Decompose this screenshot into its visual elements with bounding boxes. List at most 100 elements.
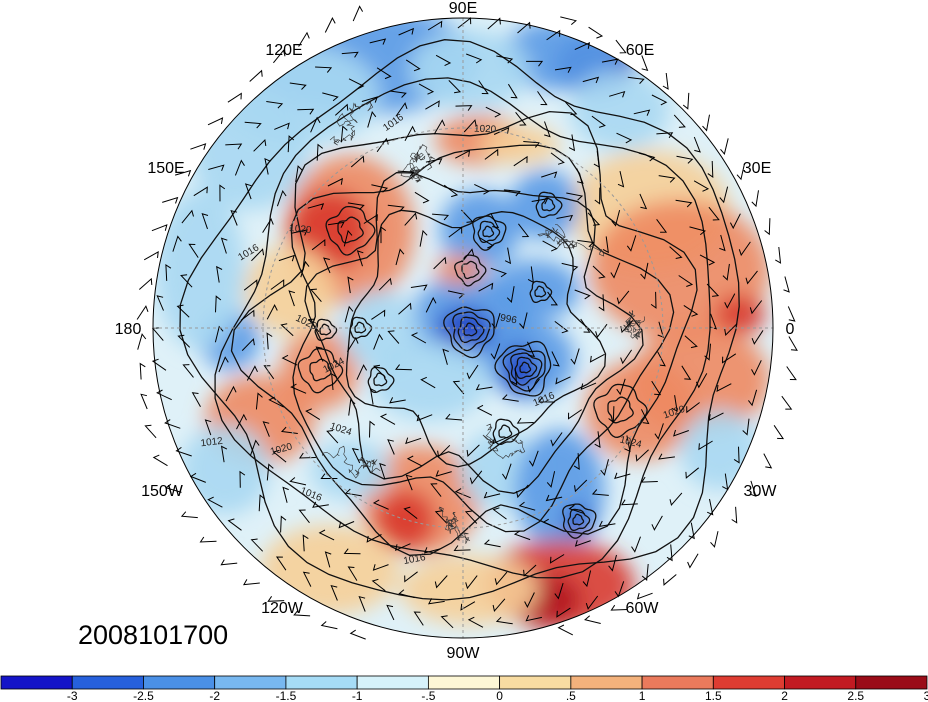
wind-barb [389, 90, 407, 98]
wind-barb [620, 349, 633, 365]
wind-barb [348, 398, 356, 416]
wind-barb [379, 462, 386, 480]
wind-barb [324, 551, 332, 568]
wind-barb [526, 60, 544, 67]
wind-barb [387, 439, 395, 455]
wind-barb [445, 413, 463, 421]
latitude-circle [262, 127, 664, 529]
wind-barb [208, 164, 225, 171]
isobar-high [337, 216, 364, 244]
wind-barb [476, 404, 493, 416]
wind-barb [531, 198, 549, 205]
wind-barb [495, 616, 513, 625]
wind-barb [662, 72, 669, 90]
wind-barb [227, 518, 242, 531]
wind-barb [492, 507, 507, 520]
wind-barb [591, 489, 609, 496]
wind-barb [516, 484, 529, 499]
wind-barb [669, 246, 683, 259]
wind-barb [379, 413, 396, 425]
wind-barb [551, 351, 560, 367]
wind-barb [751, 190, 759, 208]
wind-barb [516, 417, 534, 424]
wind-barb [483, 539, 501, 548]
wind-barb [404, 571, 418, 583]
coastline [482, 423, 526, 460]
wind-barb [710, 531, 719, 548]
wind-barb [546, 29, 561, 41]
wind-barb [405, 437, 422, 445]
wind-barb [291, 229, 308, 236]
wind-barb [174, 169, 192, 177]
wind-barb [358, 595, 366, 612]
wind-barb [435, 54, 452, 67]
wind-barb [745, 270, 758, 285]
wind-barb [138, 277, 153, 290]
wind-barb [485, 106, 502, 118]
wind-barb [611, 209, 621, 227]
wind-barb [492, 436, 509, 445]
wind-barb [369, 38, 387, 45]
wind-barb [244, 121, 262, 129]
wind-barb [315, 346, 324, 362]
wind-barb [751, 330, 764, 345]
wind-barb [165, 263, 172, 281]
wind-barb [343, 548, 361, 555]
wind-barb [425, 158, 443, 165]
wind-barb [568, 134, 576, 152]
wind-barb [602, 236, 609, 254]
wind-barb [673, 429, 689, 437]
wind-barb [331, 373, 338, 391]
wind-barb [258, 494, 266, 512]
wind-barb [312, 501, 329, 508]
lon-label-90e: 90E [449, 0, 477, 17]
colorbar-bin [0, 675, 73, 690]
wind-barb [425, 296, 437, 313]
colorbar-bin [499, 675, 572, 690]
wind-barb [550, 152, 565, 165]
wind-barb [608, 554, 617, 572]
colorbar-bin [214, 675, 287, 690]
wind-barb [640, 409, 650, 425]
isobar-high [461, 260, 480, 280]
wind-barb [316, 143, 324, 161]
wind-barb [305, 408, 321, 421]
anomaly-region [180, 425, 270, 515]
colorbar-tick-label: 1.5 [705, 689, 722, 702]
wind-barb [616, 290, 630, 305]
wind-barb [139, 362, 146, 380]
wind-barb [423, 547, 441, 554]
isobar-high [454, 254, 487, 287]
isobar-low [477, 220, 501, 244]
wind-barb [658, 175, 676, 183]
wind-barb [469, 470, 483, 485]
isobar-low [319, 323, 332, 336]
wind-barb [699, 254, 716, 266]
wind-barb [587, 212, 601, 226]
wind-barb [704, 343, 711, 361]
wind-barb [267, 596, 285, 602]
wind-barb [568, 504, 585, 515]
wind-barb [585, 595, 599, 610]
wind-barb [302, 571, 312, 587]
wind-barb [151, 224, 168, 232]
pressure-contours [179, 39, 740, 601]
colorbar-bin [784, 675, 857, 690]
wind-barb [620, 499, 638, 506]
wind-barb [523, 564, 537, 577]
wind-barb [266, 101, 284, 109]
wind-barb [234, 159, 245, 176]
wind-barb [406, 455, 423, 467]
wind-barb [518, 223, 530, 238]
wind-barb [274, 122, 290, 130]
wind-barb [310, 116, 321, 133]
wind-barb [405, 59, 421, 72]
wind-barb [242, 579, 260, 586]
isobar-low [354, 321, 367, 334]
isobar-low [482, 225, 495, 238]
anomaly-region [370, 340, 490, 420]
wind-barb [428, 598, 445, 605]
contour-label: 1016 [403, 552, 427, 567]
isobar [230, 110, 698, 556]
wind-barb [220, 559, 238, 566]
